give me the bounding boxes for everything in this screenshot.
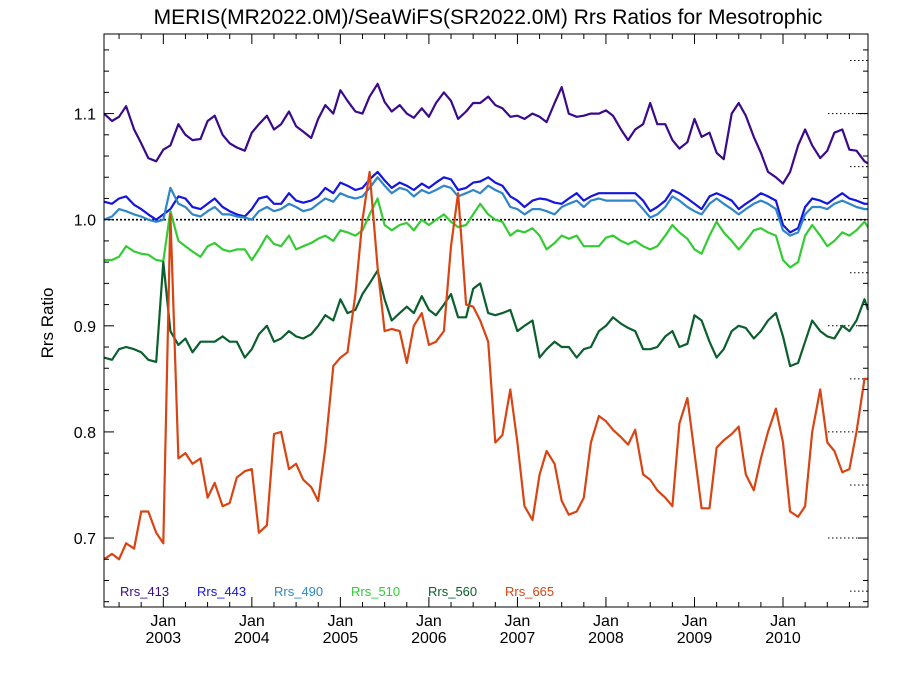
y-tick-label: 1.0 [74, 213, 96, 230]
y-axis-label: Rrs Ratio [38, 288, 57, 359]
x-tick-label-month: Jan [770, 613, 796, 630]
chart-title: MERIS(MR2022.0M)/SeaWiFS(SR2022.0M) Rrs … [154, 6, 823, 29]
legend-label-rrs-665: Rrs_665 [505, 584, 554, 599]
y-tick-label: 0.7 [74, 531, 96, 548]
x-tick-label-year: 2007 [500, 630, 536, 647]
series-layer [103, 82, 870, 561]
x-tick-label-year: 2010 [765, 630, 801, 647]
x-tick-label-month: Jan [416, 613, 442, 630]
series-line-rrs-510 [104, 197, 869, 269]
x-tick-label-month: Jan [505, 613, 531, 630]
series-line-rrs-443 [103, 170, 868, 234]
axes-layer: 0.70.80.91.01.1Jan2003Jan2004Jan2005Jan2… [74, 33, 869, 647]
x-tick-label-year: 2006 [411, 630, 447, 647]
grid-layer [104, 60, 868, 592]
legend-label-rrs-490: Rrs_490 [274, 584, 323, 599]
x-tick-label-month: Jan [327, 613, 353, 630]
legend-label-rrs-443: Rrs_443 [197, 584, 246, 599]
x-tick-label-month: Jan [150, 613, 176, 630]
x-tick-label-year: 2005 [323, 630, 359, 647]
plot-frame [103, 33, 869, 608]
series-line-rrs-413 [103, 82, 869, 185]
x-tick-label-year: 2003 [146, 630, 182, 647]
legend-label-rrs-510: Rrs_510 [351, 584, 400, 599]
series-line-rrs-560 [103, 261, 870, 368]
x-tick-label-month: Jan [239, 613, 265, 630]
y-tick-label: 0.8 [74, 425, 96, 442]
x-tick-label-month: Jan [682, 613, 708, 630]
x-tick-label-month: Jan [593, 613, 619, 630]
legend-label-rrs-560: Rrs_560 [428, 584, 477, 599]
legend-label-rrs-413: Rrs_413 [120, 584, 169, 599]
x-tick-label-year: 2009 [677, 630, 713, 647]
y-tick-label: 1.1 [74, 107, 96, 124]
series-line-rrs-665 [103, 170, 868, 561]
x-tick-label-year: 2004 [234, 630, 270, 647]
y-tick-label: 0.9 [74, 319, 96, 336]
x-tick-label-year: 2008 [588, 630, 624, 647]
series-line-rrs-490 [103, 176, 868, 237]
legend: Rrs_413 Rrs_443 Rrs_490 Rrs_510 Rrs_560 Rrs_6… [120, 584, 554, 599]
